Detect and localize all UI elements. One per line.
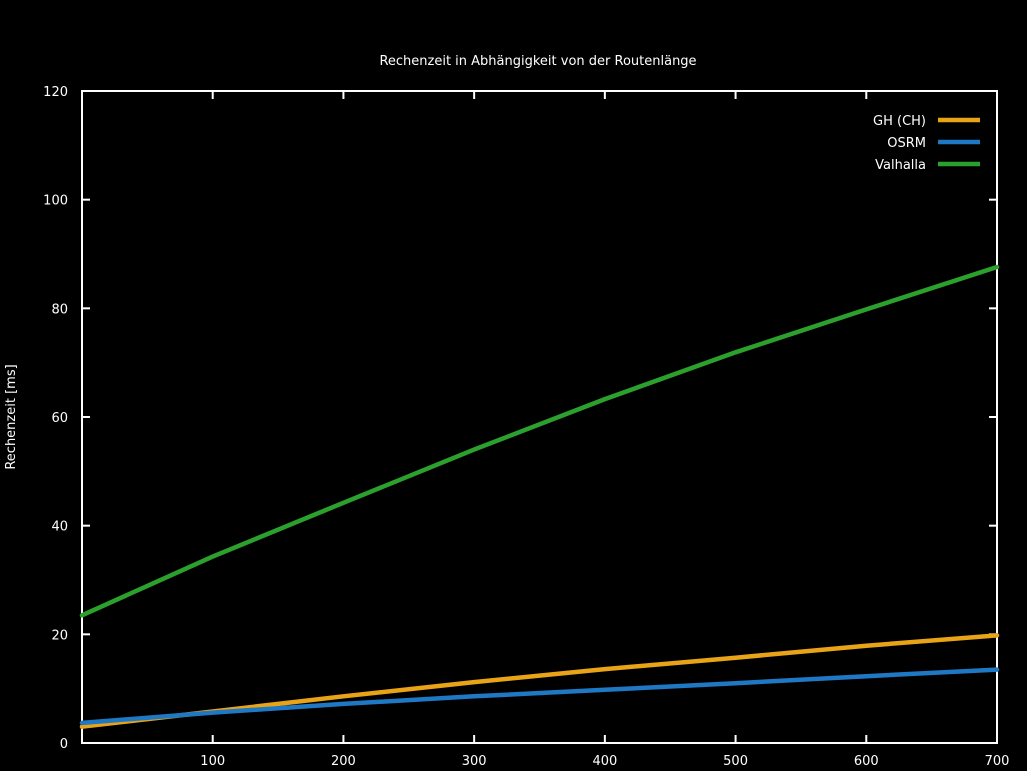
y-tick-label: 20 xyxy=(51,628,68,643)
chart-title: Rechenzeit in Abhängigkeit von der Route… xyxy=(379,54,696,69)
x-tick-label: 600 xyxy=(854,754,879,769)
legend-label-osrm: OSRM xyxy=(887,136,926,151)
y-tick-label: 0 xyxy=(60,737,68,752)
y-axis-label: Rechenzeit [ms] xyxy=(4,364,19,469)
y-tick-label: 80 xyxy=(51,302,68,317)
legend-label-gh-ch: GH (CH) xyxy=(873,114,926,129)
y-tick-label: 120 xyxy=(43,85,68,100)
y-tick-label: 40 xyxy=(51,520,68,535)
x-tick-label: 300 xyxy=(462,754,487,769)
series-line-osrm xyxy=(79,667,1000,726)
series-lines xyxy=(79,264,1000,729)
x-tick-label: 500 xyxy=(723,754,748,769)
axis-ticks: 0 20 40 60 80 100 120 100 200 300 400 500 600 700 xyxy=(43,85,1009,769)
x-tick-label: 200 xyxy=(331,754,356,769)
legend: GH (CH) OSRM Valhalla xyxy=(873,114,980,173)
series-line-valhalla xyxy=(79,264,1000,618)
x-tick-label: 700 xyxy=(985,754,1010,769)
y-tick-label: 100 xyxy=(43,194,68,209)
y-tick-label: 60 xyxy=(51,411,68,426)
x-tick-label: 400 xyxy=(592,754,617,769)
x-tick-label: 100 xyxy=(200,754,225,769)
legend-label-valhalla: Valhalla xyxy=(875,158,926,173)
